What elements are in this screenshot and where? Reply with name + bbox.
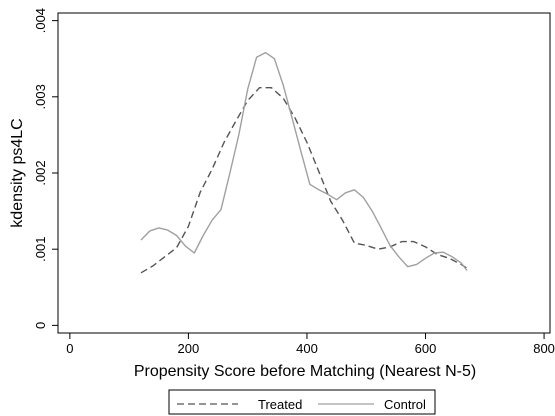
legend-label-treated: Treated <box>258 397 302 412</box>
y-axis-title: kdensity ps4LC <box>9 118 26 227</box>
y-tick-label: .004 <box>33 8 48 33</box>
y-tick-label: .001 <box>33 237 48 262</box>
series-line-treated <box>140 86 468 274</box>
legend-label-control: Control <box>384 397 426 412</box>
series-line-control <box>140 51 468 271</box>
y-tick-label: .003 <box>33 84 48 109</box>
legend: Treated Control <box>168 389 436 415</box>
x-tick-label: 600 <box>415 341 437 356</box>
x-tick-label: 400 <box>296 341 318 356</box>
y-tick-label: .002 <box>33 160 48 185</box>
y-tick-label: 0 <box>33 322 48 329</box>
legend-box <box>168 389 436 415</box>
x-tick-label: 800 <box>533 341 555 356</box>
x-tick-label: 200 <box>178 341 200 356</box>
axis-ticks: 0 200 400 600 800 0 .001 .002 .003 .004 <box>33 8 555 356</box>
x-tick-label: 0 <box>66 341 73 356</box>
x-axis-title: Propensity Score before Matching (Neares… <box>134 363 476 380</box>
series-lines <box>140 51 468 274</box>
